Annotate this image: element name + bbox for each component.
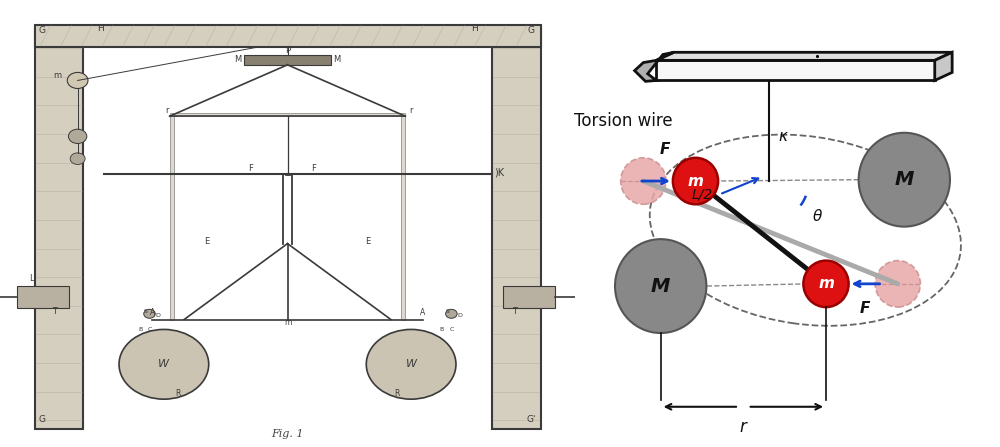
Text: E: E: [204, 236, 210, 245]
Text: F: F: [311, 164, 316, 173]
Circle shape: [144, 309, 155, 318]
Text: G: G: [38, 25, 45, 34]
Text: M: M: [895, 170, 914, 189]
Text: Torsion wire: Torsion wire: [574, 112, 672, 130]
Text: C: C: [148, 327, 152, 332]
Text: B: B: [440, 327, 444, 332]
Text: W: W: [158, 359, 169, 369]
Circle shape: [859, 133, 950, 227]
Polygon shape: [635, 52, 674, 81]
FancyBboxPatch shape: [17, 286, 69, 308]
Circle shape: [366, 329, 456, 399]
Text: H: H: [471, 24, 478, 33]
Circle shape: [119, 329, 209, 399]
Text: r: r: [740, 418, 747, 436]
Bar: [656, 60, 935, 80]
Circle shape: [68, 129, 87, 143]
Text: B: B: [138, 327, 142, 332]
Text: T: T: [52, 307, 57, 316]
Circle shape: [446, 309, 457, 318]
Circle shape: [621, 158, 666, 204]
Text: L/2: L/2: [691, 187, 713, 202]
Text: R: R: [394, 388, 399, 397]
Text: G': G': [527, 415, 536, 424]
Circle shape: [67, 72, 88, 89]
Text: κ: κ: [778, 129, 787, 144]
Circle shape: [803, 261, 849, 307]
Text: H: H: [97, 24, 104, 33]
Text: F: F: [660, 142, 670, 157]
Text: W: W: [406, 359, 417, 369]
Text: G: G: [38, 415, 45, 424]
Bar: [170, 116, 174, 320]
Bar: [170, 113, 405, 116]
Text: r: r: [409, 105, 413, 114]
Circle shape: [615, 239, 706, 333]
Text: R: R: [176, 388, 181, 397]
Text: M: M: [651, 277, 670, 295]
Polygon shape: [935, 52, 952, 80]
Text: M: M: [334, 55, 341, 63]
Text: m: m: [284, 318, 291, 327]
Text: m: m: [818, 276, 834, 291]
Text: )K: )K: [494, 168, 505, 178]
Circle shape: [70, 153, 85, 164]
Text: A: A: [150, 308, 155, 317]
Text: A: A: [420, 308, 425, 317]
Text: M: M: [234, 55, 242, 63]
Text: T: T: [512, 307, 517, 316]
Bar: [401, 116, 405, 320]
Circle shape: [875, 261, 920, 307]
Text: F: F: [860, 301, 870, 316]
Text: Fig. 1: Fig. 1: [271, 429, 304, 439]
Text: S: S: [446, 309, 450, 314]
Text: P: P: [285, 46, 290, 55]
Polygon shape: [656, 52, 952, 60]
Text: m: m: [53, 71, 62, 80]
FancyBboxPatch shape: [503, 286, 555, 308]
Text: F: F: [248, 164, 253, 173]
Text: D: D: [155, 313, 160, 318]
Text: E: E: [365, 236, 371, 245]
Text: L: L: [29, 274, 33, 283]
Text: D: D: [457, 313, 462, 318]
Bar: [492, 27, 540, 429]
Circle shape: [673, 158, 718, 204]
Text: G: G: [528, 25, 535, 34]
Bar: [244, 55, 331, 65]
Text: r: r: [165, 105, 168, 114]
Text: θ: θ: [813, 209, 822, 224]
Bar: [34, 25, 540, 47]
Text: C: C: [450, 327, 454, 332]
Text: m: m: [688, 173, 703, 189]
Bar: [34, 27, 83, 429]
Text: S: S: [144, 309, 148, 314]
